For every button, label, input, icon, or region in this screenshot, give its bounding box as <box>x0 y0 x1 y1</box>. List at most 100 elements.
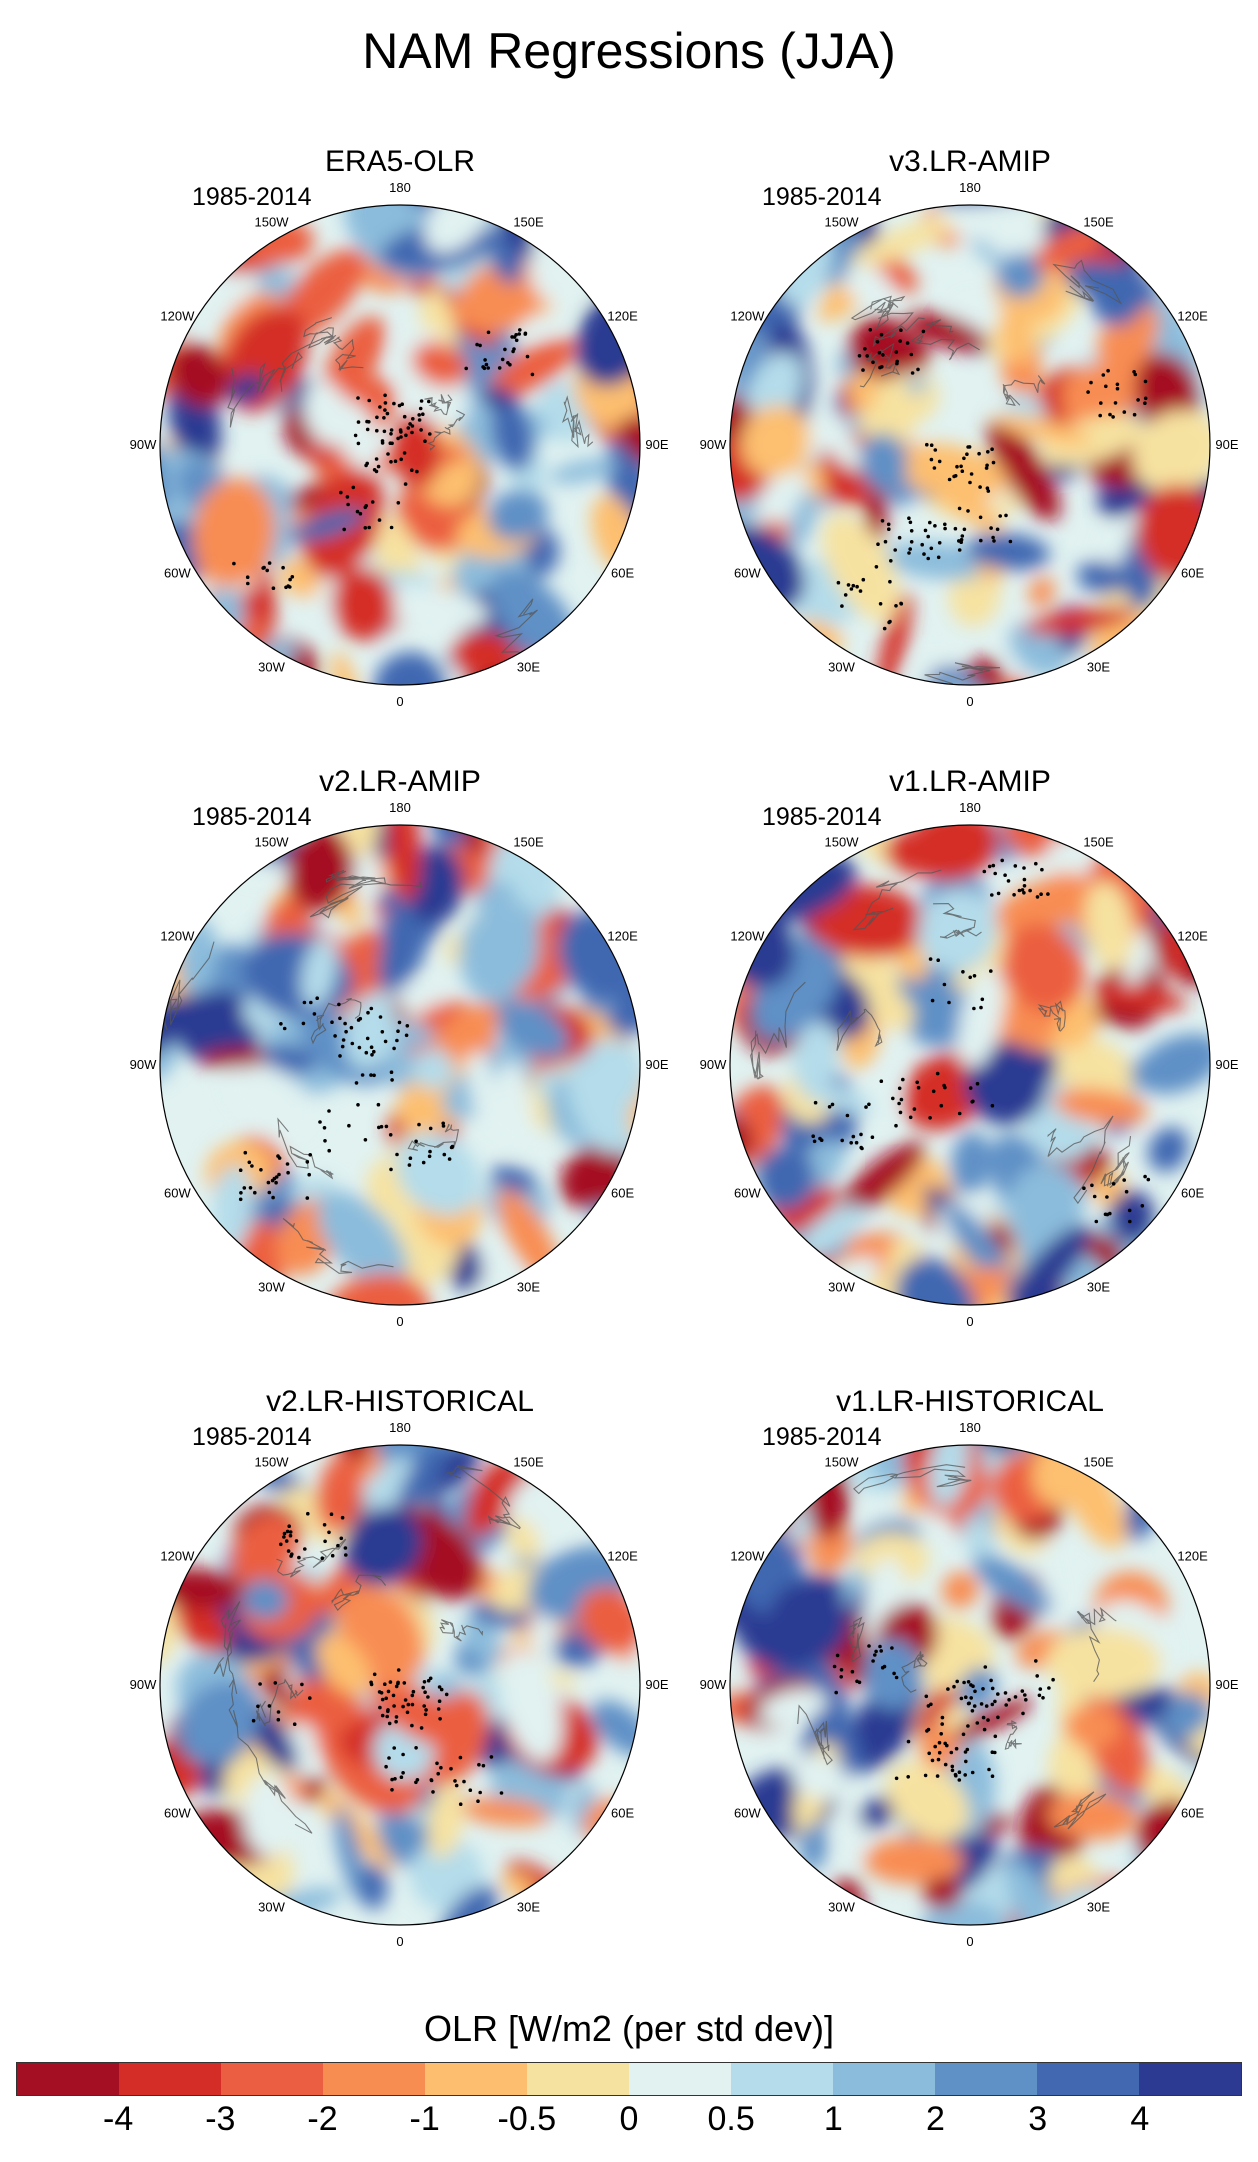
significance-dot <box>489 1755 494 1759</box>
significance-dot <box>405 1710 410 1715</box>
anomaly-shading <box>317 1452 362 1533</box>
significance-dot <box>271 586 276 590</box>
anomaly-shading <box>809 1523 853 1574</box>
significance-dot <box>984 466 989 470</box>
significance-dot <box>449 1766 453 1771</box>
significance-dot <box>365 1036 370 1041</box>
significance-dot <box>239 1191 243 1195</box>
significance-dot <box>905 341 910 345</box>
significance-dot <box>327 1109 331 1113</box>
significance-dot <box>906 1739 911 1744</box>
significance-dot <box>849 587 854 591</box>
significance-dot <box>297 1555 301 1560</box>
longitude-label: 90E <box>1215 1057 1238 1072</box>
significance-dot <box>380 1697 385 1702</box>
anomaly-shading <box>963 1513 996 1566</box>
significance-dot <box>894 604 898 608</box>
significance-dot <box>960 534 965 538</box>
map-panel: 180 150E 120E 90E 60E 30E 0 30W 60W 90W 120W 150W ER… <box>100 145 700 745</box>
anomaly-shading <box>1008 622 1067 677</box>
significance-dot <box>989 526 993 530</box>
significance-dot <box>986 489 991 493</box>
longitude-label: 0 <box>966 694 973 709</box>
significance-dot <box>290 575 295 579</box>
significance-dot <box>356 441 361 446</box>
significance-dot <box>949 1750 954 1755</box>
significance-dot <box>380 1030 385 1034</box>
significance-dot <box>514 338 519 343</box>
anomaly-shading <box>395 1131 482 1216</box>
anomaly-shading <box>1064 1705 1120 1750</box>
significance-dot <box>954 1746 959 1751</box>
significance-dot <box>840 1138 844 1143</box>
significance-dot <box>930 1758 935 1763</box>
significance-dot <box>1039 892 1043 896</box>
coastline <box>901 1651 928 1693</box>
anomaly-shading <box>222 1061 319 1142</box>
map-boundary <box>159 824 641 1306</box>
significance-dot <box>895 359 899 364</box>
significance-dot <box>258 1682 262 1686</box>
significance-dot <box>1108 412 1112 417</box>
significance-dot <box>963 1750 968 1754</box>
anomaly-shading <box>923 1876 961 1910</box>
colorbar-swatch <box>527 2063 629 2095</box>
anomaly-shading <box>822 513 900 622</box>
significance-dot <box>429 1778 434 1782</box>
significance-dot <box>380 439 385 443</box>
anomaly-shading <box>917 1898 1013 1925</box>
significance-dot <box>392 401 396 406</box>
significance-dot <box>990 1702 995 1707</box>
significance-dot <box>303 1547 307 1551</box>
significance-dot <box>961 970 965 974</box>
significance-dot <box>1028 888 1032 893</box>
significance-dot <box>880 519 885 523</box>
significance-dot <box>1038 1687 1043 1691</box>
anomaly-shading <box>459 912 528 1004</box>
significance-dot <box>929 546 934 551</box>
significance-dot <box>968 480 972 485</box>
coastline <box>933 903 982 939</box>
significance-dot <box>423 439 427 444</box>
significance-dot <box>907 516 911 520</box>
significance-dot <box>891 1096 895 1101</box>
significance-dot <box>483 358 487 362</box>
significance-dot <box>961 1732 966 1737</box>
significance-dot <box>970 1770 975 1775</box>
significance-dot <box>341 1038 346 1042</box>
longitude-label: 60W <box>734 1806 761 1821</box>
map-boundary <box>729 204 1211 686</box>
significance-dot <box>422 1680 427 1684</box>
significance-dot <box>947 1000 951 1005</box>
longitude-label: 150E <box>513 214 544 229</box>
significance-dot <box>285 1162 290 1166</box>
significance-dot <box>1111 415 1115 419</box>
significance-dot <box>442 1152 447 1157</box>
anomaly-shading <box>1006 1860 1058 1925</box>
significance-dot <box>811 1134 815 1138</box>
significance-dot <box>353 433 358 438</box>
longitude-label: 90E <box>645 1677 668 1692</box>
longitude-label: 60W <box>734 1186 761 1201</box>
longitude-label: 180 <box>959 1420 981 1435</box>
significance-dot <box>366 1010 370 1015</box>
significance-dot <box>830 1102 835 1107</box>
coastline <box>561 395 594 449</box>
significance-dot <box>267 561 272 565</box>
significance-dot <box>276 1717 281 1722</box>
anomaly-shading <box>1053 1088 1149 1125</box>
significance-dot <box>946 1687 950 1691</box>
anomaly-shading <box>1002 923 1085 1013</box>
polar-map: 180 150E 120E 90E 60E 30E 0 30W 60W 90W 120W 150W <box>700 1420 1239 1949</box>
significance-dot <box>351 485 356 490</box>
significance-dot <box>942 982 947 987</box>
significance-dot <box>969 1683 973 1687</box>
significance-dot <box>417 1122 421 1127</box>
anomaly-shading <box>987 419 1061 521</box>
significance-dot <box>302 1000 307 1005</box>
panel-title: v2.LR-AMIP <box>319 765 481 798</box>
significance-dot <box>256 1704 260 1709</box>
anomaly-shading <box>424 205 497 254</box>
significance-dot <box>1024 1698 1028 1702</box>
anomaly-shading <box>957 1667 997 1709</box>
